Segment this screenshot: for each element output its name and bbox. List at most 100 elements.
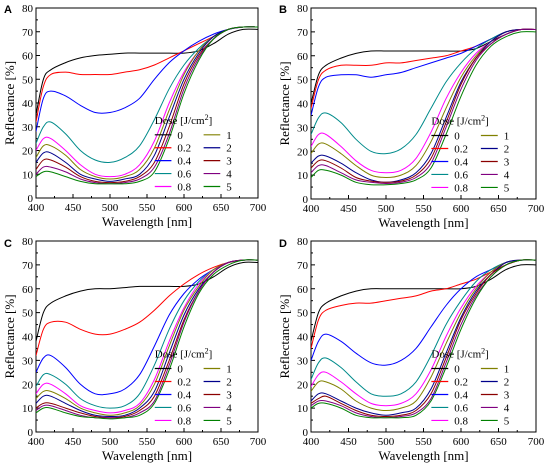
- x-tick-label: 600: [453, 436, 470, 448]
- legend-label: 2: [504, 143, 510, 155]
- panel-letter: D: [279, 238, 287, 250]
- series-line-0-4: [36, 26, 258, 132]
- y-tick-label: 0: [28, 193, 34, 205]
- legend-label: 3: [226, 156, 232, 168]
- legend-label: 0.2: [454, 143, 468, 155]
- y-tick-label: 60: [297, 51, 309, 63]
- y-tick-label: 0: [303, 427, 309, 439]
- legend-label: 5: [226, 415, 232, 427]
- series-line-0-4: [36, 259, 258, 396]
- legend-label: 2: [226, 143, 232, 155]
- legend-label: 1: [504, 363, 510, 375]
- series-line-0-2: [311, 259, 536, 349]
- x-axis-title: Wavelength [nm]: [378, 215, 468, 230]
- x-tick-label: 500: [378, 203, 395, 215]
- legend-label: 4: [226, 402, 232, 414]
- legend-label: 0: [454, 363, 460, 375]
- series-line-1: [36, 26, 258, 180]
- series-line-0-4: [311, 259, 536, 366]
- y-tick-label: 50: [22, 308, 34, 320]
- legend-label: 0.8: [177, 415, 191, 427]
- series-line-0-8: [36, 259, 258, 414]
- series-line-0-2: [311, 28, 536, 109]
- legend-label: 0.6: [177, 402, 191, 414]
- y-tick-label: 30: [22, 122, 34, 134]
- y-tick-label: 80: [22, 3, 34, 15]
- y-tick-label: 50: [297, 75, 309, 87]
- x-tick-label: 500: [378, 436, 395, 448]
- legend-label: 0.8: [177, 182, 191, 194]
- legend-label: 0.4: [454, 389, 468, 401]
- series-line-0: [36, 261, 258, 342]
- series-line-2: [36, 26, 258, 182]
- series-line-0-6: [311, 28, 536, 155]
- series-line-5: [36, 26, 258, 185]
- x-tick-label: 700: [250, 202, 267, 214]
- legend-label: 5: [226, 182, 232, 194]
- x-tick-label: 650: [490, 203, 507, 215]
- x-tick-label: 400: [28, 436, 45, 448]
- y-tick-label: 20: [22, 146, 34, 158]
- legend-label: 0: [177, 130, 183, 142]
- y-tick-label: 30: [22, 355, 34, 367]
- legend-title: Dose [J/cm2]: [155, 112, 212, 127]
- panel-letter: B: [279, 4, 287, 16]
- y-tick-label: 10: [297, 403, 309, 415]
- y-tick-label: 50: [22, 74, 34, 86]
- x-tick-label: 700: [528, 436, 545, 448]
- x-axis-title: Wavelength [nm]: [102, 214, 192, 229]
- x-tick-label: 700: [250, 436, 267, 448]
- legend-label: 0.8: [454, 182, 468, 194]
- y-tick-label: 40: [297, 332, 309, 344]
- x-tick-label: 600: [453, 203, 470, 215]
- series-group: [311, 259, 536, 419]
- legend-label: 0.6: [454, 402, 468, 414]
- y-tick-label: 0: [28, 427, 34, 439]
- x-tick-label: 550: [415, 203, 432, 215]
- y-tick-label: 10: [22, 169, 34, 181]
- legend-label: 3: [504, 389, 510, 401]
- x-tick-label: 550: [139, 436, 156, 448]
- y-axis-title: Reflectance [%]: [2, 61, 17, 145]
- x-axis-title: Wavelength [nm]: [102, 448, 192, 463]
- series-line-4: [36, 259, 258, 419]
- y-tick-label: 60: [22, 284, 34, 296]
- series-line-0-2: [36, 26, 258, 123]
- y-tick-label: 40: [297, 99, 309, 111]
- y-tick-label: 60: [297, 284, 309, 296]
- series-line-3: [311, 259, 536, 418]
- legend-title: Dose [J/cm2]: [431, 113, 488, 128]
- x-axis-title: Wavelength [nm]: [378, 448, 468, 463]
- legend-label: 4: [504, 402, 510, 414]
- legend-title: Dose [J/cm2]: [155, 346, 212, 361]
- legend-label: 5: [504, 182, 510, 194]
- y-tick-label: 80: [297, 3, 309, 15]
- legend-label: 3: [226, 389, 232, 401]
- legend-label: 2: [226, 376, 232, 388]
- x-tick-label: 700: [528, 203, 545, 215]
- legend-label: 0.4: [454, 156, 468, 168]
- x-tick-label: 550: [415, 436, 432, 448]
- y-axis-title: Reflectance [%]: [2, 294, 17, 378]
- series-group: [311, 28, 536, 186]
- series-line-4: [311, 28, 536, 185]
- legend-label: 0.8: [454, 415, 468, 427]
- legend-label: 3: [504, 156, 510, 168]
- y-axis-title: Reflectance [%]: [277, 61, 292, 145]
- series-line-1: [311, 259, 536, 412]
- series-group: [36, 26, 258, 185]
- series-line-0-8: [36, 26, 258, 178]
- series-line-5: [36, 259, 258, 420]
- y-tick-label: 40: [22, 332, 34, 344]
- legend-label: 0.4: [177, 389, 191, 401]
- series-line-0-6: [311, 259, 536, 397]
- series-line-0-6: [36, 259, 258, 409]
- series-line-0-2: [36, 259, 258, 356]
